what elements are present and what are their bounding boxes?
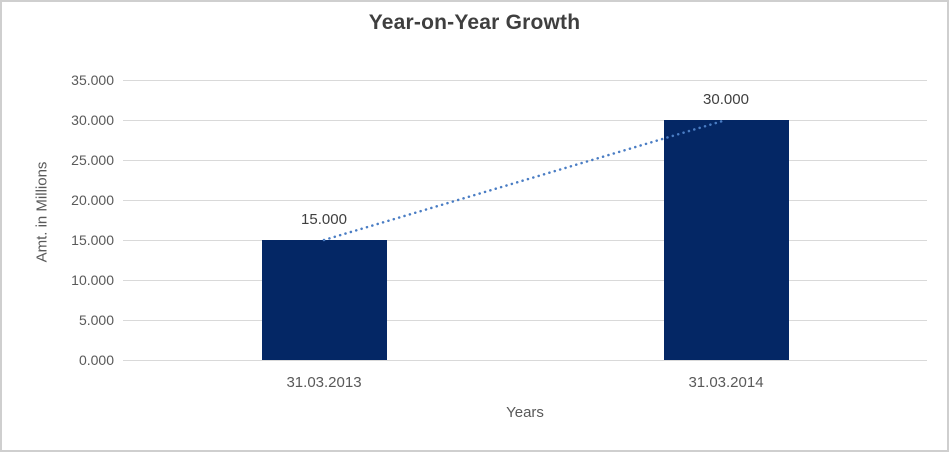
x-category-label: 31.03.2013 — [286, 374, 362, 391]
y-tick-label: 30.000 — [71, 112, 114, 128]
bar-value-label: 30.000 — [703, 91, 749, 108]
y-tick-label: 25.000 — [71, 152, 114, 168]
gridline — [123, 320, 927, 321]
y-tick-label: 35.000 — [71, 72, 114, 88]
bar-31.03.2014 — [663, 120, 789, 360]
y-tick-label: 10.000 — [71, 272, 114, 288]
chart-title: Year-on-Year Growth — [368, 11, 581, 34]
gridline — [123, 280, 927, 281]
gridline — [123, 360, 927, 361]
x-category-label: 31.03.2014 — [688, 374, 764, 391]
gridline — [123, 80, 927, 81]
x-axis-title: Years — [506, 404, 544, 421]
gridline — [123, 240, 927, 241]
trendline — [322, 118, 728, 242]
y-tick-label: 20.000 — [71, 192, 114, 208]
plot-area: 15.000 30.000 — [123, 80, 927, 360]
gridline — [123, 200, 927, 201]
y-tick-label: 15.000 — [71, 232, 114, 248]
bar-value-label: 15.000 — [301, 211, 347, 228]
y-tick-label: 5.000 — [78, 312, 114, 328]
y-tick-label: 0.000 — [78, 352, 114, 368]
gridline — [123, 160, 927, 161]
gridline — [123, 120, 927, 121]
bar-31.03.2013 — [261, 240, 387, 360]
